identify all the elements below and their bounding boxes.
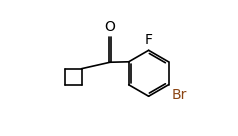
Text: Br: Br [171,87,187,101]
Text: O: O [104,20,115,34]
Text: F: F [145,33,153,47]
